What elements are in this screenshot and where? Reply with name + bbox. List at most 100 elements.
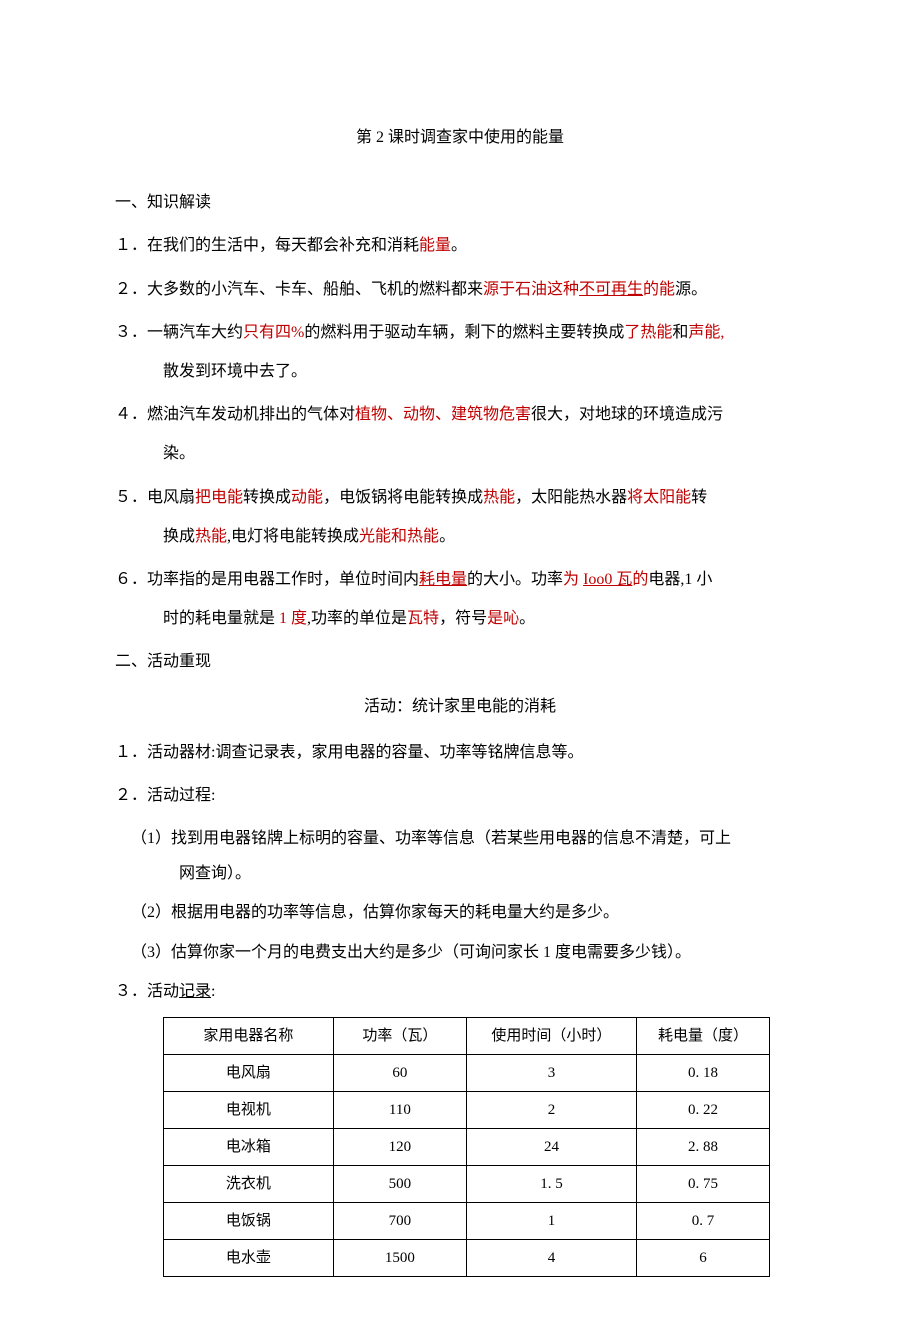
item-4-pre: ４．燃油汽车发动机排出的气体对: [115, 406, 355, 423]
item-5-post: 转: [691, 489, 707, 506]
item-6-ul1: 耗电量: [419, 571, 467, 588]
item-5-red3: 热能: [483, 489, 515, 506]
item-4-red: 植物、动物、建筑物危害: [355, 406, 531, 423]
table-cell: 电风扇: [164, 1054, 334, 1091]
table-header-row: 家用电器名称 功率（瓦） 使用时间（小时） 耗电量（度）: [164, 1017, 770, 1054]
table-cell: 0. 18: [636, 1054, 769, 1091]
item-6-l2-red2: 瓦特: [407, 610, 439, 627]
item-4-line2: 染。: [115, 436, 805, 471]
table-cell: 0. 75: [636, 1165, 769, 1202]
item-3-mid2: 和: [672, 324, 688, 341]
power-table: 家用电器名称 功率（瓦） 使用时间（小时） 耗电量（度） 电风扇6030. 18…: [163, 1017, 770, 1277]
item-6-line2: 时的耗电量就是 1 度,功率的单位是瓦特，符号是吣。: [115, 601, 805, 636]
item-5-l2-red1: 热能: [195, 528, 227, 545]
item-6-pre: ６．功率指的是用电器工作时，单位时间内: [115, 571, 419, 588]
item-6-ul2: Ioo0 瓦: [583, 571, 632, 588]
item-6-red1: 为: [563, 571, 583, 588]
table-cell: 6: [636, 1239, 769, 1276]
item-5-mid1: 转换成: [243, 489, 291, 506]
col-name: 家用电器名称: [164, 1017, 334, 1054]
item-4: ４．燃油汽车发动机排出的气体对植物、动物、建筑物危害很大，对地球的环境造成污: [115, 397, 805, 432]
item-6-l2-mid2: ，符号: [439, 610, 487, 627]
table-cell: 24: [467, 1128, 637, 1165]
item-1-red: 能量: [419, 237, 451, 254]
item-3-mid1: 的燃料用于驱动车辆，剩下的燃料主要转换成: [304, 324, 624, 341]
table-cell: 2: [467, 1091, 637, 1128]
item-2-pre: ２．大多数的小汽车、卡车、船舶、飞机的燃料都来: [115, 281, 483, 298]
table-cell: 110: [333, 1091, 466, 1128]
table-cell: 电视机: [164, 1091, 334, 1128]
item-5-mid2: ，电饭锅将电能转换成: [323, 489, 483, 506]
item-1-post: 。: [451, 237, 467, 254]
item-2: ２．大多数的小汽车、卡车、船舶、飞机的燃料都来源于石油这种不可再生的能源。: [115, 272, 805, 307]
item-6-l2-pre: 时的耗电量就是: [163, 610, 275, 627]
item-5-pre: ５．电风扇: [115, 489, 195, 506]
item-5-l2-post: 。: [439, 528, 455, 545]
item-2-ul: 不可再生: [579, 281, 643, 298]
item-3-red1: 只有四%: [243, 324, 304, 341]
table-cell: 洗衣机: [164, 1165, 334, 1202]
col-power: 功率（瓦）: [333, 1017, 466, 1054]
page-title: 第 2 课时调查家中使用的能量: [115, 120, 805, 155]
item-3-pre: ３．一辆汽车大约: [115, 324, 243, 341]
item-5-red2: 动能: [291, 489, 323, 506]
activity-3-pre: ３．活动: [115, 983, 179, 1000]
col-hours: 使用时间（小时）: [467, 1017, 637, 1054]
item-1: １．在我们的生活中，每天都会补充和消耗能量。: [115, 228, 805, 263]
item-6-mid1: 的大小。功率: [467, 571, 563, 588]
table-cell: 4: [467, 1239, 637, 1276]
table-row: 电水壶150046: [164, 1239, 770, 1276]
table-cell: 电水壶: [164, 1239, 334, 1276]
table-row: 电风扇6030. 18: [164, 1054, 770, 1091]
item-3-red2: 了热能: [624, 324, 672, 341]
item-6: ６．功率指的是用电器工作时，单位时间内耗电量的大小。功率为 Ioo0 瓦的电器,…: [115, 562, 805, 597]
table-row: 电视机11020. 22: [164, 1091, 770, 1128]
sub-1: （1）找到用电器铭牌上标明的容量、功率等信息（若某些用电器的信息不清楚，可上: [115, 821, 805, 856]
sub-2: （2）根据用电器的功率等信息，估算你家每天的耗电量大约是多少。: [115, 895, 805, 930]
item-3-line2: 散发到环境中去了。: [115, 354, 805, 389]
item-2-post: 源。: [675, 281, 707, 298]
item-5: ５．电风扇把电能转换成动能，电饭锅将电能转换成热能，太阳能热水器将太阳能转: [115, 480, 805, 515]
section-1-heading: 一、知识解读: [115, 185, 805, 220]
item-4-post: 很大，对地球的环境造成污: [531, 406, 723, 423]
item-5-l2-red2: 光能和热能: [359, 528, 439, 545]
table-cell: 500: [333, 1165, 466, 1202]
activity-3: ３．活动记录:: [115, 974, 805, 1009]
table-cell: 0. 7: [636, 1202, 769, 1239]
item-6-l2-mid1: ,功率的单位是: [307, 610, 407, 627]
table-cell: 120: [333, 1128, 466, 1165]
table-body: 电风扇6030. 18电视机11020. 22电冰箱120242. 88洗衣机5…: [164, 1054, 770, 1276]
activity-2: ２．活动过程:: [115, 778, 805, 813]
table-cell: 1: [467, 1202, 637, 1239]
item-5-mid3: ，太阳能热水器: [515, 489, 627, 506]
table-cell: 0. 22: [636, 1091, 769, 1128]
item-5-line2: 换成热能,电灯将电能转换成光能和热能。: [115, 519, 805, 554]
item-6-red2: 的: [632, 571, 648, 588]
table-row: 洗衣机5001. 50. 75: [164, 1165, 770, 1202]
item-1-pre: １．在我们的生活中，每天都会补充和消耗: [115, 237, 419, 254]
table-row: 电饭锅70010. 7: [164, 1202, 770, 1239]
activity-3-ul: 记录: [179, 983, 211, 1000]
item-6-l2-post: 。: [519, 610, 535, 627]
item-6-l2-red1: 1 度: [275, 610, 307, 627]
table-cell: 电冰箱: [164, 1128, 334, 1165]
section-2-heading: 二、活动重现: [115, 644, 805, 679]
activity-1: １．活动器材:调查记录表，家用电器的容量、功率等铭牌信息等。: [115, 735, 805, 770]
item-5-l2-pre: 换成: [163, 528, 195, 545]
table-cell: 1500: [333, 1239, 466, 1276]
sub-1-line2: 网查询）。: [115, 856, 805, 891]
item-3: ３．一辆汽车大约只有四%的燃料用于驱动车辆，剩下的燃料主要转换成了热能和声能,: [115, 315, 805, 350]
table-cell: 3: [467, 1054, 637, 1091]
item-5-red1: 把电能: [195, 489, 243, 506]
table-cell: 电饭锅: [164, 1202, 334, 1239]
sub-3: （3）估算你家一个月的电费支出大约是多少（可询问家长 1 度电需要多少钱）。: [115, 935, 805, 970]
item-6-post: 电器,1 小: [648, 571, 712, 588]
item-6-l2-red3: 是吣: [487, 610, 519, 627]
table-cell: 60: [333, 1054, 466, 1091]
table-cell: 1. 5: [467, 1165, 637, 1202]
item-5-l2-mid: ,电灯将电能转换成: [227, 528, 359, 545]
item-5-red4: 将太阳能: [627, 489, 691, 506]
item-2-red2: 的能: [643, 281, 675, 298]
table-cell: 2. 88: [636, 1128, 769, 1165]
table-cell: 700: [333, 1202, 466, 1239]
